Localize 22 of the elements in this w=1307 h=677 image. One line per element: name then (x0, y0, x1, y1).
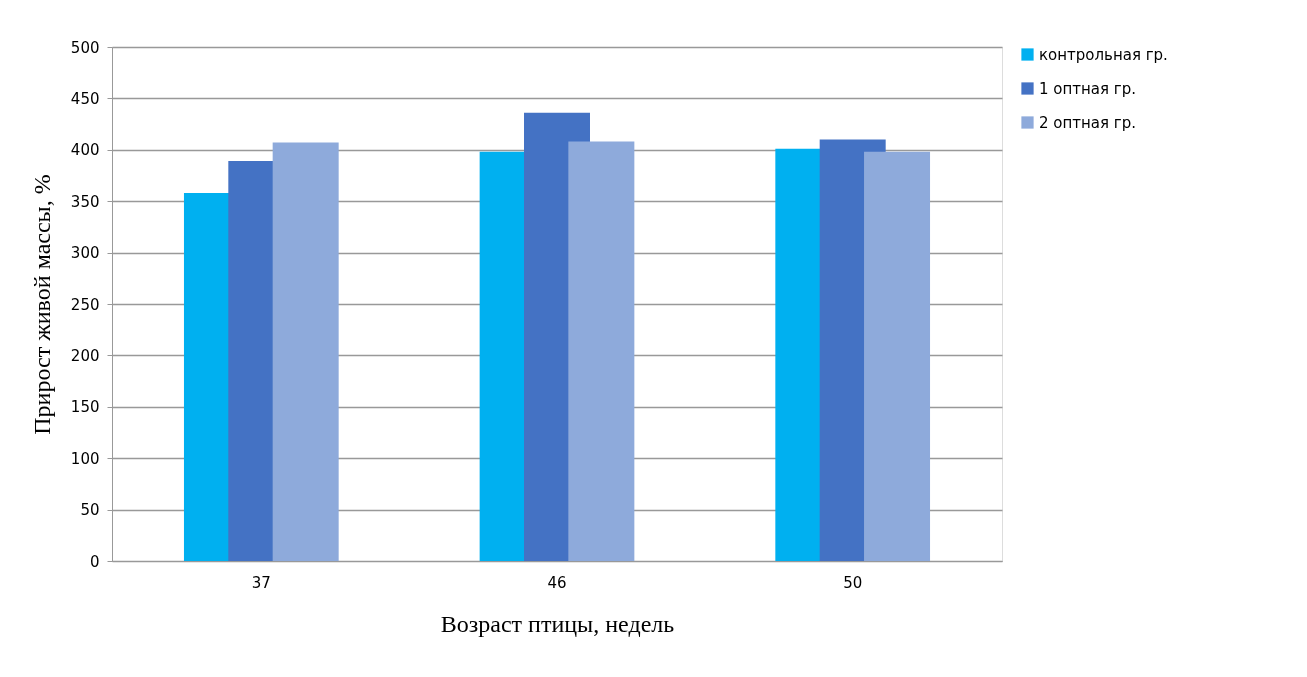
y-tick-label: 250 (70, 295, 100, 314)
x-tick-label: 46 (547, 573, 567, 592)
y-tick-label: 150 (70, 398, 100, 417)
legend-label: 2 оптная гр. (1039, 113, 1136, 132)
x-tick-label: 37 (251, 573, 271, 592)
bar (272, 142, 339, 561)
y-tick-label: 50 (80, 501, 100, 520)
y-tick-label: 100 (70, 449, 100, 468)
bar (864, 151, 931, 561)
y-tick-label: 0 (89, 552, 100, 571)
bar (568, 141, 635, 561)
x-tick-label: 50 (843, 573, 863, 592)
y-axis-title: Прирост живой массы, % (28, 174, 55, 435)
x-axis-title: Возраст птицы, недель (440, 610, 675, 637)
y-tick-label: 200 (70, 346, 100, 365)
y-tick-label: 400 (70, 141, 100, 160)
y-tick-label: 350 (70, 192, 100, 211)
legend-label: контрольная гр. (1039, 45, 1168, 64)
y-tick-label: 500 (70, 38, 100, 57)
legend-label: 1 оптная гр. (1039, 79, 1136, 98)
y-tick-label: 450 (70, 89, 100, 108)
y-tick-label: 300 (70, 244, 100, 263)
